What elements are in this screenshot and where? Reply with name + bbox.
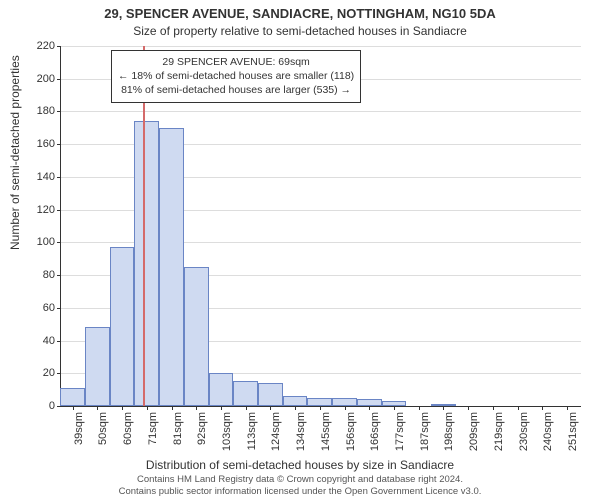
x-tick-label: 145sqm — [320, 412, 332, 451]
x-tick-mark — [97, 406, 98, 410]
x-tick-mark — [443, 406, 444, 410]
plot-area: 02040608010012014016018020022039sqm50sqm… — [60, 46, 581, 407]
y-tick-mark — [57, 242, 61, 243]
x-tick-mark — [394, 406, 395, 410]
y-tick-mark — [57, 308, 61, 309]
y-tick-label: 0 — [49, 400, 55, 412]
y-tick-mark — [57, 46, 61, 47]
x-tick-label: 156sqm — [345, 412, 357, 451]
y-tick-label: 80 — [43, 269, 55, 281]
x-tick-label: 113sqm — [246, 412, 258, 450]
histogram-bar — [209, 373, 234, 406]
x-tick-mark — [320, 406, 321, 410]
x-tick-label: 166sqm — [369, 412, 381, 451]
y-tick-label: 100 — [37, 236, 55, 248]
x-tick-label: 60sqm — [122, 412, 134, 445]
gridline-horizontal — [61, 111, 581, 112]
y-tick-label: 20 — [43, 367, 55, 379]
y-tick-label: 160 — [37, 138, 55, 150]
histogram-bar — [184, 267, 209, 406]
x-tick-mark — [221, 406, 222, 410]
y-tick-label: 200 — [37, 73, 55, 85]
x-tick-label: 81sqm — [172, 412, 184, 445]
x-tick-label: 230sqm — [518, 412, 530, 451]
histogram-bar — [60, 388, 85, 406]
y-tick-mark — [57, 177, 61, 178]
histogram-bar — [233, 381, 258, 406]
x-tick-mark — [147, 406, 148, 410]
x-tick-label: 71sqm — [147, 412, 159, 445]
histogram-bar — [159, 128, 184, 406]
chart-container: 29, SPENCER AVENUE, SANDIACRE, NOTTINGHA… — [0, 0, 600, 500]
y-tick-mark — [57, 210, 61, 211]
histogram-bar — [258, 383, 283, 406]
chart-title: 29, SPENCER AVENUE, SANDIACRE, NOTTINGHA… — [0, 6, 600, 21]
x-tick-mark — [270, 406, 271, 410]
x-tick-mark — [345, 406, 346, 410]
y-tick-mark — [57, 275, 61, 276]
histogram-bar — [332, 398, 357, 406]
chart-subtitle: Size of property relative to semi-detach… — [0, 24, 600, 38]
y-tick-label: 220 — [37, 40, 55, 52]
x-tick-mark — [493, 406, 494, 410]
histogram-bar — [283, 396, 308, 406]
x-tick-mark — [369, 406, 370, 410]
x-tick-mark — [567, 406, 568, 410]
y-axis-label: Number of semi-detached properties — [8, 55, 22, 250]
callout-line-2: ← 18% of semi-detached houses are smalle… — [118, 69, 354, 83]
x-tick-label: 198sqm — [443, 412, 455, 451]
x-tick-mark — [542, 406, 543, 410]
histogram-bar — [110, 247, 135, 406]
histogram-bar — [134, 121, 159, 406]
x-tick-label: 50sqm — [97, 412, 109, 445]
y-tick-mark — [57, 144, 61, 145]
footer-line-1: Contains HM Land Registry data © Crown c… — [0, 474, 600, 486]
y-tick-mark — [57, 341, 61, 342]
footer-attribution: Contains HM Land Registry data © Crown c… — [0, 474, 600, 498]
x-tick-label: 251sqm — [567, 412, 579, 451]
x-tick-label: 219sqm — [493, 412, 505, 451]
histogram-bar — [307, 398, 332, 406]
callout-line-1: 29 SPENCER AVENUE: 69sqm — [118, 55, 354, 69]
x-tick-mark — [468, 406, 469, 410]
x-tick-label: 103sqm — [221, 412, 233, 451]
x-tick-label: 39sqm — [73, 412, 85, 445]
y-tick-label: 60 — [43, 302, 55, 314]
x-tick-label: 177sqm — [394, 412, 406, 451]
x-tick-label: 187sqm — [419, 412, 431, 451]
x-tick-label: 209sqm — [468, 412, 480, 451]
x-tick-label: 124sqm — [270, 412, 282, 451]
x-tick-mark — [246, 406, 247, 410]
x-tick-mark — [122, 406, 123, 410]
x-axis-label: Distribution of semi-detached houses by … — [0, 458, 600, 472]
callout-line-3: 81% of semi-detached houses are larger (… — [118, 83, 354, 97]
x-tick-mark — [196, 406, 197, 410]
y-tick-mark — [57, 79, 61, 80]
y-tick-mark — [57, 111, 61, 112]
gridline-horizontal — [61, 46, 581, 47]
x-tick-mark — [419, 406, 420, 410]
histogram-bar — [85, 327, 110, 406]
property-callout: 29 SPENCER AVENUE: 69sqm ← 18% of semi-d… — [111, 50, 361, 103]
y-tick-label: 180 — [37, 105, 55, 117]
x-tick-label: 92sqm — [196, 412, 208, 445]
x-tick-mark — [518, 406, 519, 410]
y-tick-label: 140 — [37, 171, 55, 183]
x-tick-label: 134sqm — [295, 412, 307, 451]
y-tick-label: 120 — [37, 204, 55, 216]
x-tick-mark — [73, 406, 74, 410]
y-tick-label: 40 — [43, 335, 55, 347]
x-tick-mark — [172, 406, 173, 410]
footer-line-2: Contains public sector information licen… — [0, 486, 600, 498]
y-tick-mark — [57, 373, 61, 374]
x-tick-mark — [295, 406, 296, 410]
y-tick-mark — [57, 406, 61, 407]
x-tick-label: 240sqm — [542, 412, 554, 451]
